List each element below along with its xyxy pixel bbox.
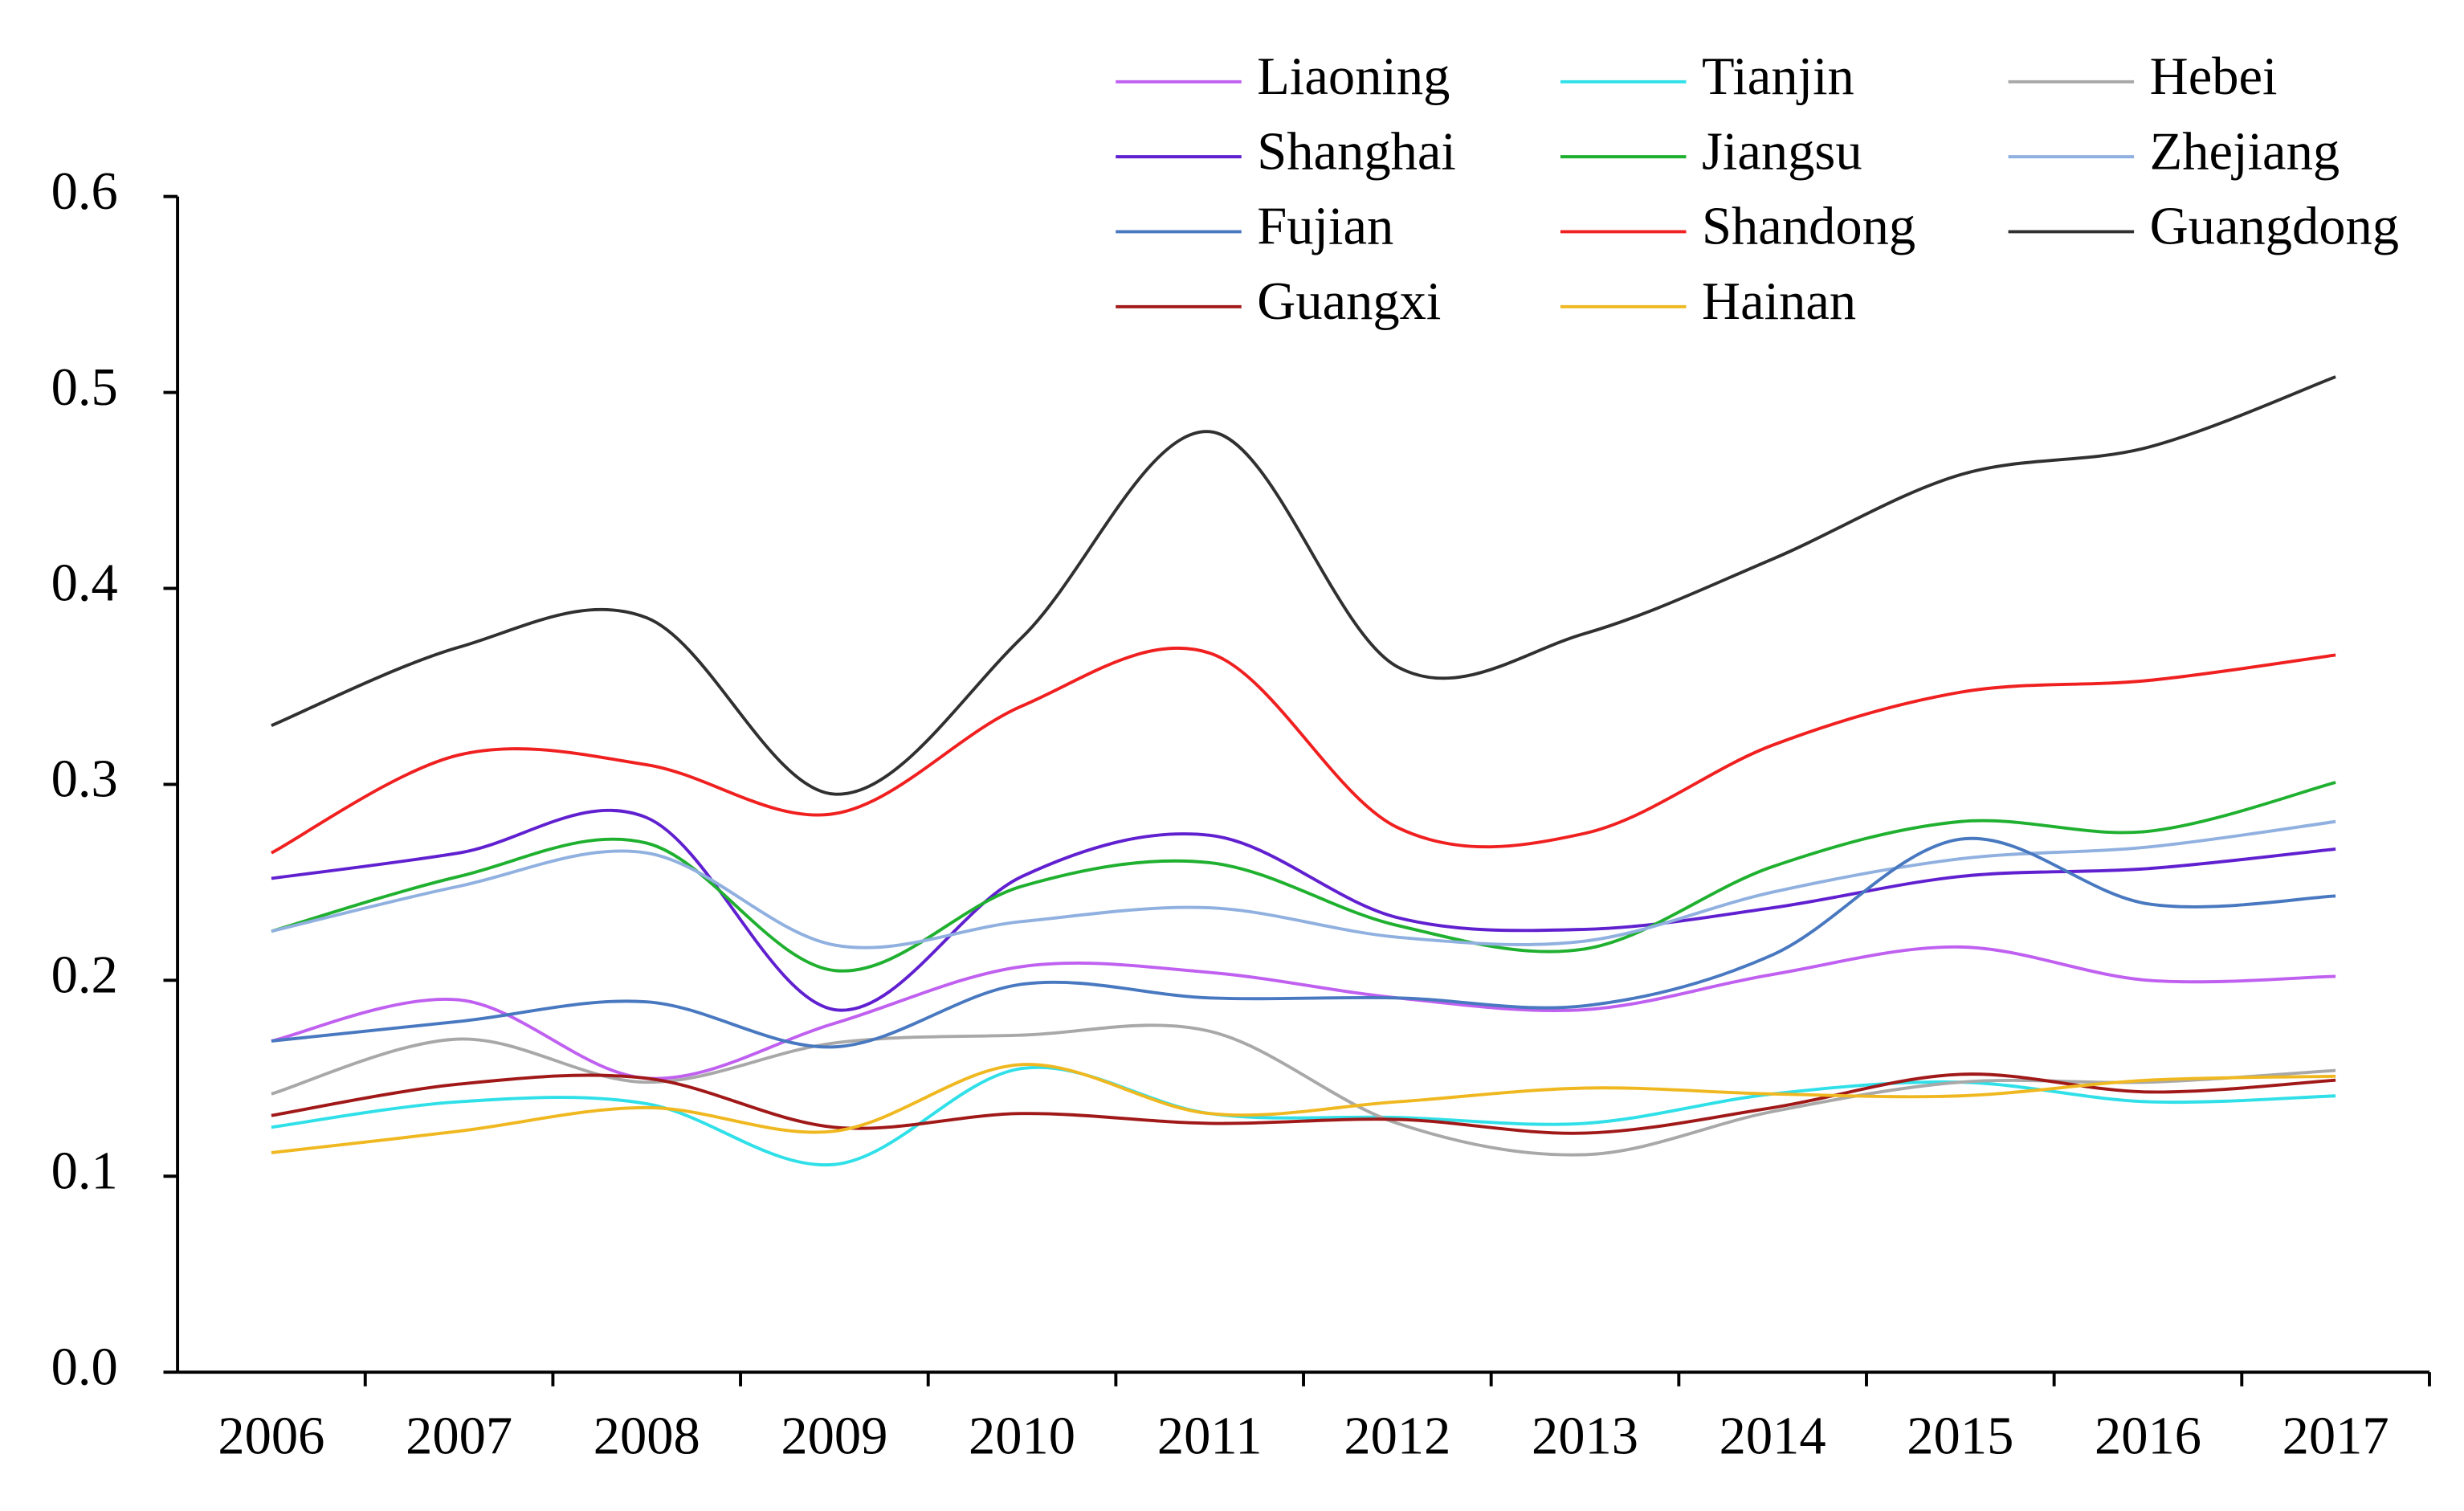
y-tick-label: 0.1 xyxy=(51,1142,118,1201)
y-tick-label: 0.6 xyxy=(51,162,118,221)
series-line xyxy=(271,1065,2336,1167)
legend-label: Guangxi xyxy=(1257,272,1441,331)
series-line xyxy=(271,646,2336,855)
y-tick-label: 0.0 xyxy=(51,1337,118,1396)
x-tick-label: 2007 xyxy=(406,1407,512,1466)
series-line xyxy=(271,819,2336,949)
legend-label: Jiangsu xyxy=(1702,122,1862,181)
series-line xyxy=(271,1063,2336,1154)
y-tick-label: 0.4 xyxy=(51,554,118,613)
series-line xyxy=(271,781,2336,973)
legend-label: Guangdong xyxy=(2150,198,2399,256)
x-tick-label: 2014 xyxy=(1719,1407,1826,1466)
series-line xyxy=(271,1072,2336,1135)
series-line xyxy=(271,808,2336,1012)
series-line xyxy=(271,945,2336,1080)
legend-label: Hainan xyxy=(1702,272,1856,331)
legend-label: Liaoning xyxy=(1257,47,1450,106)
x-tick-label: 2010 xyxy=(969,1407,1075,1466)
y-tick-label: 0.2 xyxy=(51,946,118,1005)
x-tick-label: 2015 xyxy=(1907,1407,2013,1466)
y-tick-label: 0.3 xyxy=(51,750,118,809)
x-tick-label: 2006 xyxy=(218,1407,324,1466)
legend-label: Hebei xyxy=(2150,47,2278,106)
legend-label: Zhejiang xyxy=(2150,122,2340,181)
series-line xyxy=(271,836,2336,1049)
x-tick-label: 2012 xyxy=(1344,1407,1450,1466)
x-tick-label: 2008 xyxy=(594,1407,700,1466)
x-tick-label: 2013 xyxy=(1532,1407,1638,1466)
x-tick-label: 2009 xyxy=(781,1407,887,1466)
legend-label: Fujian xyxy=(1257,198,1393,256)
x-tick-label: 2016 xyxy=(2095,1407,2201,1466)
series-line xyxy=(271,375,2336,796)
series-line xyxy=(271,1023,2336,1157)
y-tick-label: 0.5 xyxy=(51,358,118,417)
legend-label: Tianjin xyxy=(1702,47,1854,106)
legend-label: Shanghai xyxy=(1257,122,1456,181)
legend-label: Shandong xyxy=(1702,198,1915,256)
x-tick-label: 2011 xyxy=(1157,1407,1263,1466)
x-tick-label: 2017 xyxy=(2282,1407,2389,1466)
